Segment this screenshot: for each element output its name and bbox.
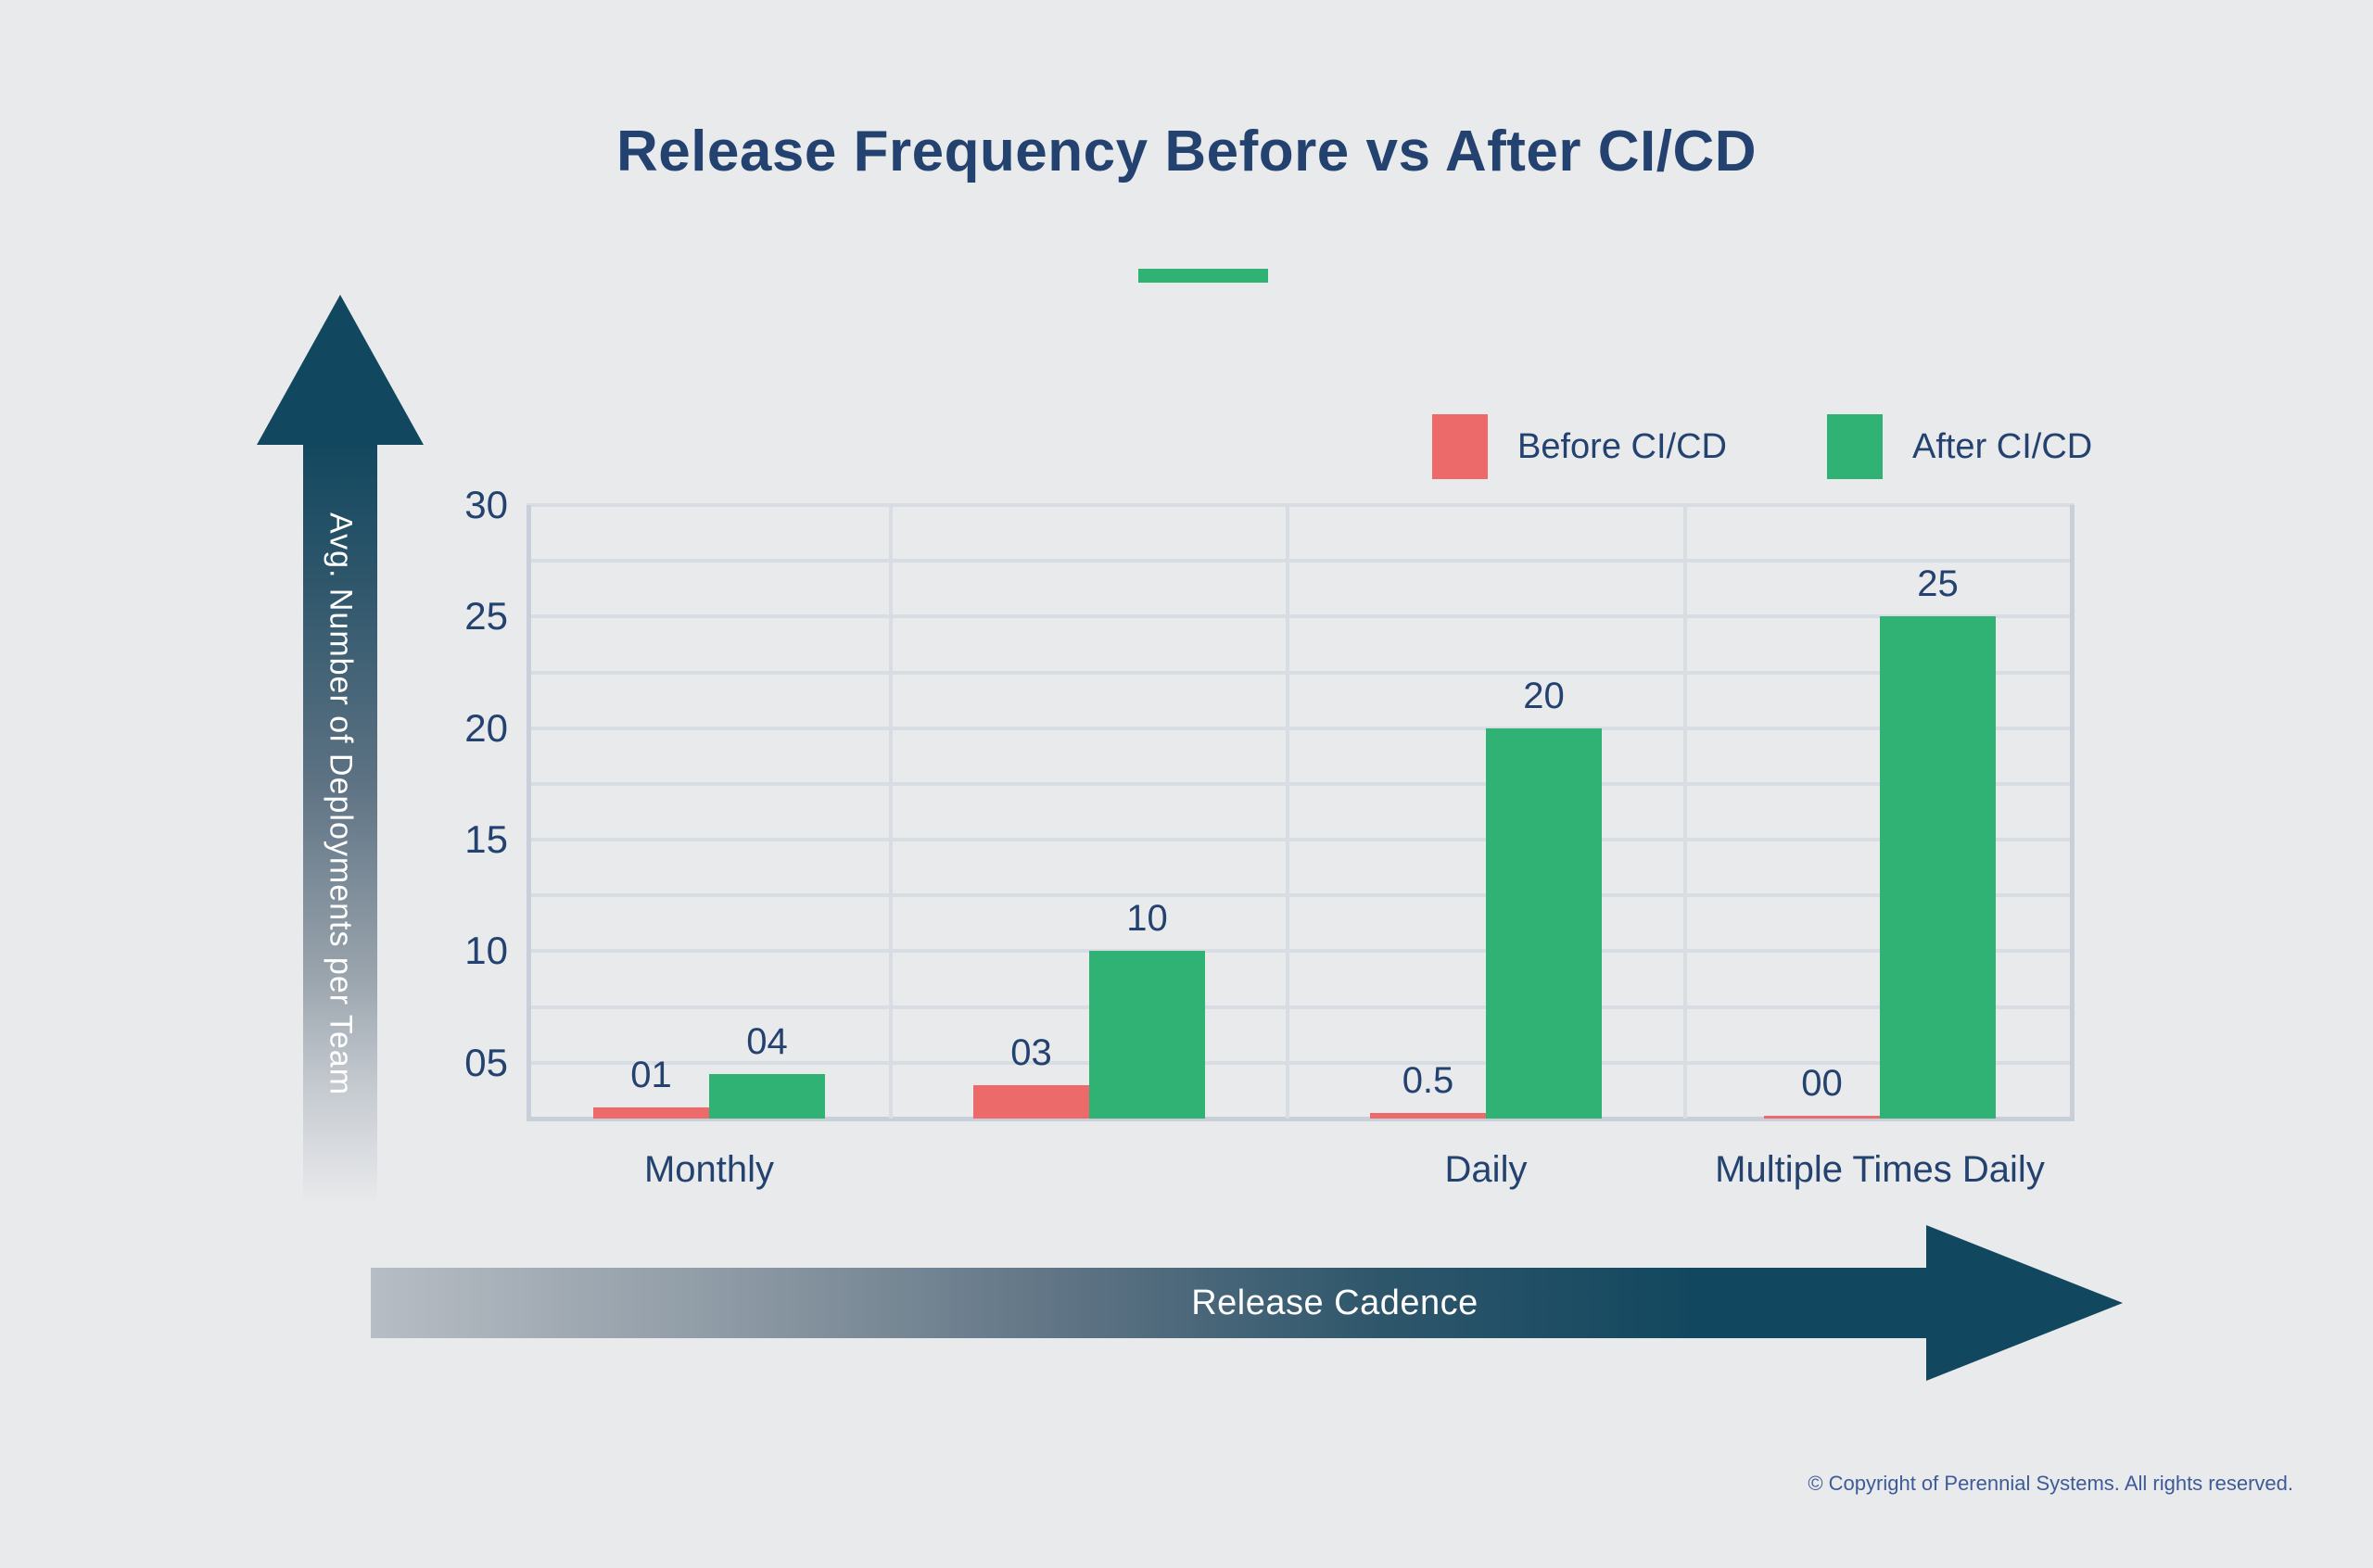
y-axis-arrow-shaft [303, 443, 377, 1205]
gridline [527, 1005, 2075, 1009]
legend-item-before-ci-cd: Before CI/CD [1432, 414, 1727, 479]
bar-after-multiple-times-daily [1880, 616, 1996, 1119]
bar-value-label: 04 [746, 1020, 788, 1062]
x-axis-arrow-shaft [371, 1268, 1926, 1338]
bar-value-label: 01 [630, 1054, 672, 1095]
bar-before-monthly [593, 1106, 709, 1119]
gridline [1683, 505, 1687, 1119]
x-category-label: Daily [1444, 1149, 1528, 1190]
gridline [527, 838, 2075, 842]
y-axis-arrow-up-icon [257, 295, 424, 445]
bar-after-monthly [709, 1073, 825, 1119]
y-axis-line [527, 505, 531, 1119]
y-tick-label: 05 [464, 1040, 508, 1084]
y-tick-label: 15 [464, 817, 508, 862]
gridline [527, 781, 2075, 786]
bar-after-cat2 [1089, 951, 1205, 1119]
copyright-text: © Copyright of Perennial Systems. All ri… [1808, 1472, 2293, 1495]
x-axis-arrow-right-icon [1926, 1225, 2123, 1381]
gridline [527, 893, 2075, 898]
x-category-label: Monthly [643, 1149, 775, 1190]
chart-title: Release Frequency Before vs After CI/CD [615, 120, 1758, 183]
legend-swatch-icon [1432, 414, 1488, 479]
x-category-label: Multiple Times Daily [1715, 1149, 2045, 1190]
gridline [527, 670, 2075, 675]
title-underline-accent [1138, 269, 1268, 283]
legend-swatch-icon [1826, 414, 1883, 479]
x-axis-baseline [527, 1117, 2075, 1121]
y-axis-title: Avg. Number of Deployments per Team [323, 512, 359, 1096]
plot-right-border [2070, 505, 2075, 1119]
bar-after-daily [1486, 727, 1602, 1119]
gridline [527, 614, 2075, 619]
bar-before-daily [1370, 1112, 1486, 1119]
legend: Before CI/CD After CI/CD [1432, 414, 2092, 479]
gridline [527, 559, 2075, 563]
plot-area: 01 04 03 10 0.5 20 00 25 [527, 503, 2075, 1121]
bar-before-multiple-times-daily [1764, 1116, 1880, 1119]
gridline [527, 949, 2075, 954]
bar-value-label: 20 [1523, 675, 1565, 716]
legend-label: Before CI/CD [1517, 427, 1727, 466]
bar-before-cat2 [973, 1084, 1089, 1119]
gridline [527, 726, 2075, 730]
y-tick-label: 10 [464, 929, 508, 973]
gridline [889, 505, 893, 1119]
bar-value-label: 25 [1917, 563, 1959, 605]
legend-label: After CI/CD [1911, 427, 2093, 466]
gridline [527, 1060, 2075, 1065]
gridline [1286, 505, 1289, 1119]
bar-value-label: 03 [1010, 1031, 1052, 1073]
y-tick-label: 25 [464, 594, 508, 639]
x-axis-title: Release Cadence [1191, 1283, 1478, 1322]
y-tick-label: 20 [464, 705, 508, 750]
gridline [527, 503, 2075, 507]
bar-value-label: 10 [1126, 898, 1168, 940]
y-tick-label: 30 [464, 483, 508, 526]
bar-value-label: 0.5 [1402, 1059, 1454, 1101]
legend-item-after-ci-cd: After CI/CD [1826, 414, 2093, 479]
bar-value-label: 00 [1801, 1063, 1843, 1104]
